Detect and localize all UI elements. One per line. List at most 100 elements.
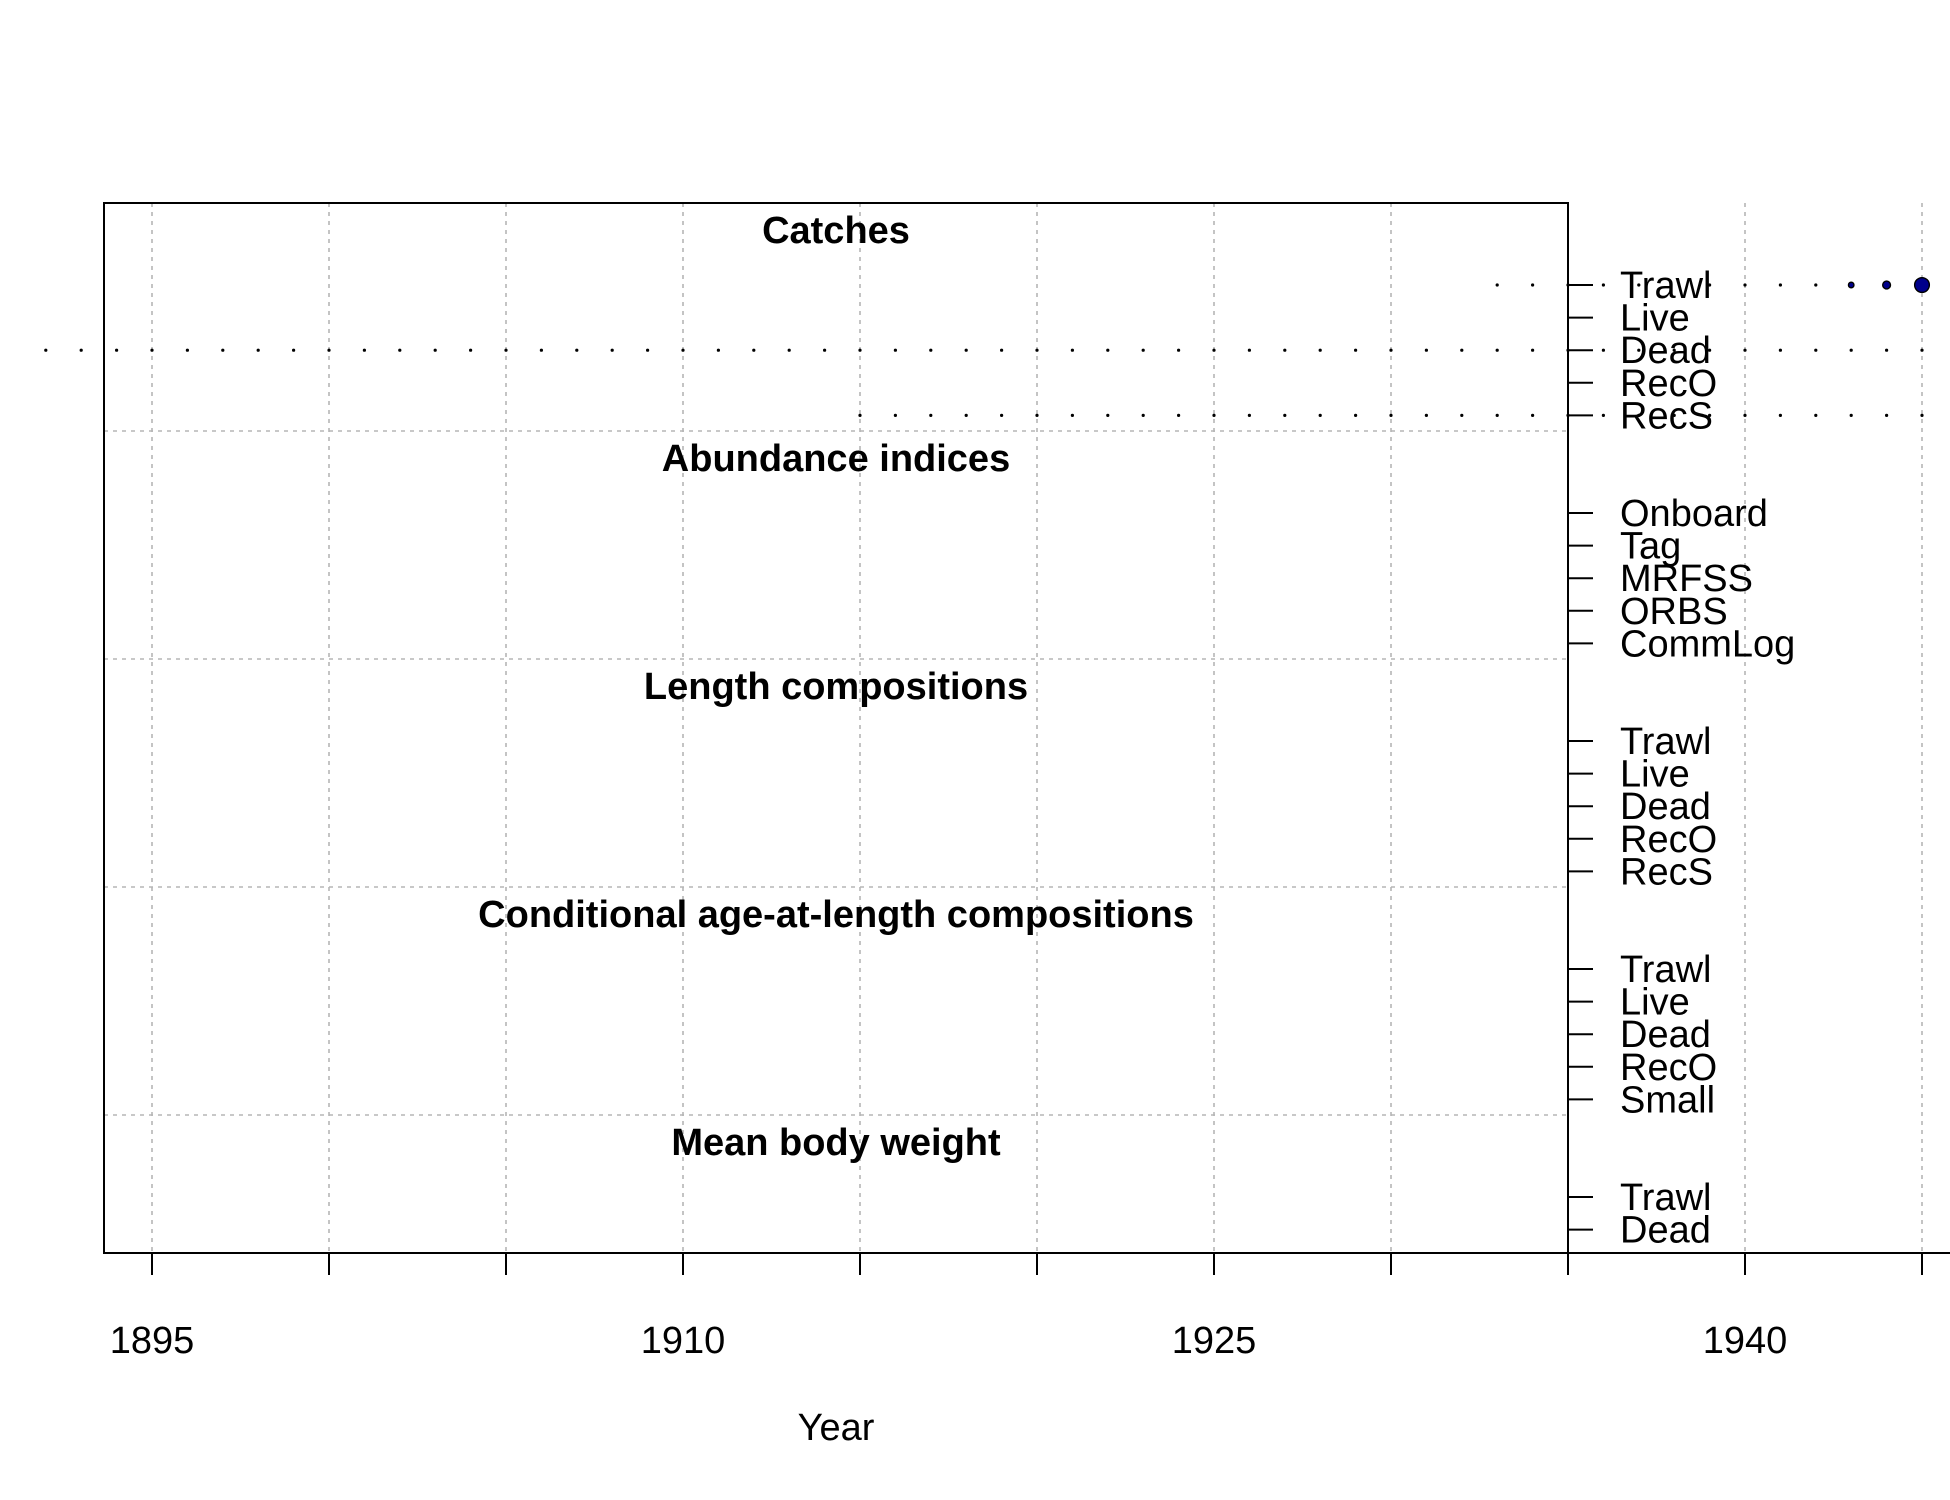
section-titles: Catches Abundance indices Length compositi… bbox=[478, 210, 1194, 1164]
data-point bbox=[893, 413, 898, 417]
data-point bbox=[469, 348, 473, 352]
data-point bbox=[1177, 413, 1181, 417]
data-point bbox=[646, 348, 650, 352]
row-label: RecO bbox=[1620, 819, 1717, 861]
data-point bbox=[362, 348, 366, 352]
data-point bbox=[115, 348, 119, 352]
data-point bbox=[1106, 348, 1110, 352]
data-point bbox=[256, 348, 260, 352]
data-point bbox=[539, 348, 544, 352]
data-point bbox=[185, 348, 189, 352]
data-point bbox=[1743, 283, 1747, 287]
row-label: Trawl bbox=[1620, 1177, 1711, 1219]
row-label: RecO bbox=[1620, 1047, 1717, 1089]
data-point bbox=[504, 348, 508, 352]
data-point bbox=[929, 413, 933, 417]
data-point bbox=[1495, 413, 1499, 417]
data-point bbox=[1035, 348, 1039, 352]
data-points bbox=[44, 276, 1931, 417]
data-point bbox=[681, 348, 685, 352]
data-point bbox=[1247, 348, 1251, 352]
section-title: Conditional age-at-length compositions bbox=[478, 894, 1194, 936]
row-label: Dead bbox=[1620, 1014, 1711, 1056]
data-point bbox=[1000, 348, 1004, 352]
data-point bbox=[1778, 413, 1782, 417]
data-point bbox=[1637, 348, 1641, 352]
row-label: ORBS bbox=[1620, 591, 1728, 633]
data-point bbox=[79, 348, 83, 352]
plot-frame bbox=[103, 202, 1569, 1254]
data-point bbox=[1672, 348, 1676, 352]
data-point bbox=[1708, 413, 1712, 417]
data-point bbox=[44, 348, 48, 352]
data-point bbox=[1354, 413, 1358, 417]
data-point bbox=[1531, 348, 1535, 352]
data-point bbox=[1000, 413, 1004, 417]
row-label: RecS bbox=[1620, 395, 1713, 437]
data-point bbox=[1354, 348, 1358, 352]
data-point bbox=[1920, 413, 1924, 417]
data-point bbox=[1318, 413, 1322, 417]
data-point bbox=[1601, 283, 1605, 287]
x-tick-label: 1925 bbox=[1172, 1320, 1257, 1362]
row-axis: TrawlLiveDeadRecORecSOnboardTagMRFSSORBS… bbox=[1568, 265, 1795, 1252]
data-point bbox=[1814, 283, 1818, 287]
row-label: RecS bbox=[1620, 851, 1713, 893]
row-label: Dead bbox=[1620, 330, 1711, 372]
data-point bbox=[964, 413, 968, 417]
data-point bbox=[823, 348, 827, 352]
data-point bbox=[1778, 348, 1782, 352]
data-point bbox=[1601, 348, 1605, 352]
data-point bbox=[1424, 348, 1428, 352]
data-point bbox=[1212, 348, 1216, 352]
section-title: Mean body weight bbox=[671, 1122, 1001, 1164]
row-label: RecO bbox=[1620, 363, 1717, 405]
data-point bbox=[1743, 348, 1747, 352]
data-point bbox=[1920, 348, 1924, 352]
data-point bbox=[1708, 348, 1712, 352]
data-point bbox=[1035, 413, 1039, 417]
data-point bbox=[1141, 413, 1145, 417]
data-point bbox=[1141, 348, 1145, 352]
data-point bbox=[610, 348, 614, 352]
row-label: MRFSS bbox=[1620, 558, 1753, 600]
row-label: Live bbox=[1620, 298, 1690, 340]
row-label: Dead bbox=[1620, 1210, 1711, 1252]
row-label: Trawl bbox=[1620, 949, 1711, 991]
row-label: Trawl bbox=[1620, 265, 1711, 307]
data-point bbox=[575, 348, 579, 352]
row-label: Tag bbox=[1620, 526, 1681, 568]
section-title: Length compositions bbox=[644, 666, 1028, 708]
data-point bbox=[398, 348, 402, 352]
data-point bbox=[1637, 413, 1641, 417]
data-point bbox=[1814, 348, 1818, 352]
row-label: Live bbox=[1620, 754, 1690, 796]
section-title: Catches bbox=[762, 210, 910, 252]
row-label: Live bbox=[1620, 982, 1690, 1024]
data-point bbox=[1070, 413, 1074, 417]
data-point bbox=[858, 348, 862, 352]
data-point bbox=[858, 413, 862, 417]
section-title: Abundance indices bbox=[662, 438, 1010, 480]
data-point bbox=[1885, 413, 1889, 417]
data-point bbox=[1885, 348, 1889, 352]
data-point bbox=[1531, 413, 1535, 417]
data-point bbox=[1389, 348, 1393, 352]
data-point bbox=[1778, 283, 1782, 287]
data-point bbox=[1672, 413, 1676, 417]
data-point bbox=[1881, 280, 1892, 290]
data-point bbox=[1460, 348, 1464, 352]
data-point bbox=[716, 348, 721, 352]
data-point bbox=[1814, 413, 1818, 417]
data-point bbox=[964, 348, 968, 352]
data-point bbox=[893, 348, 898, 352]
data-point bbox=[1637, 283, 1641, 287]
data-point bbox=[221, 348, 225, 352]
data-point bbox=[787, 348, 791, 352]
data-point bbox=[1212, 413, 1216, 417]
data-point bbox=[1708, 283, 1712, 287]
data-point bbox=[1531, 283, 1535, 287]
row-label: CommLog bbox=[1620, 623, 1795, 665]
row-label: Small bbox=[1620, 1079, 1715, 1121]
